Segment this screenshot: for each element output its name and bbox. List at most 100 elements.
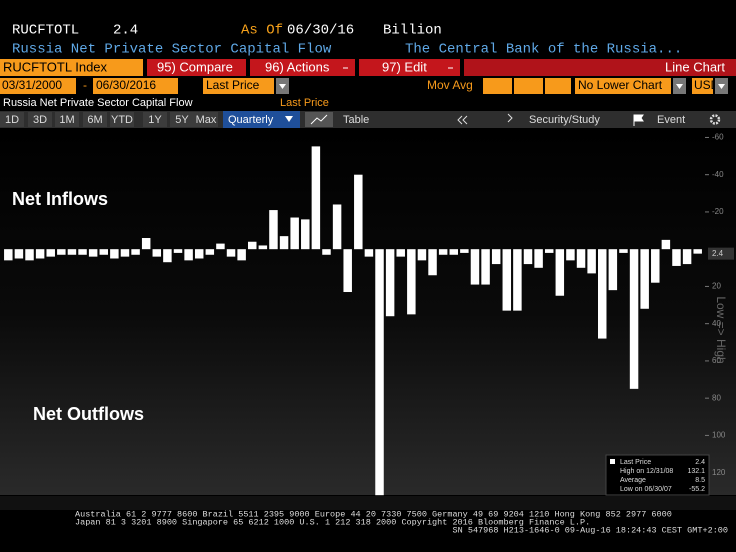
bar (237, 249, 246, 261)
actions-button[interactable] (250, 59, 355, 76)
frequency: Quarterly (228, 114, 274, 126)
bar (141, 238, 151, 250)
period-button[interactable] (28, 112, 52, 127)
compare-button[interactable] (147, 59, 246, 76)
bar (534, 249, 543, 268)
bar (672, 249, 681, 266)
legend-value: 132.1 (687, 468, 705, 475)
legend-label: Last Price (620, 459, 651, 466)
period-button[interactable] (0, 112, 24, 127)
period-button[interactable] (170, 112, 194, 127)
start-date-box[interactable] (0, 78, 76, 94)
security: RUCFTOTL Index (3, 59, 108, 74)
bar (205, 249, 215, 255)
frequency-box[interactable] (223, 111, 300, 128)
period-label: 5Y (175, 114, 189, 126)
period-label: Max (196, 114, 217, 126)
scroll-back[interactable] (457, 115, 468, 125)
bar (587, 249, 596, 274)
bar (481, 249, 490, 285)
bar (428, 249, 437, 276)
bar (640, 249, 649, 309)
bar (35, 249, 45, 259)
study-button[interactable]: Security/Study (529, 114, 600, 126)
period-label: 1M (59, 114, 74, 126)
y-tick-label: 80 (712, 393, 721, 402)
footer-line: SN 547968 H213-1646-0 09-Aug-16 18:24:43… (453, 525, 728, 535)
bar (194, 249, 204, 259)
lower-chart-box[interactable] (575, 78, 671, 94)
y-tick-label: 40 (712, 319, 721, 328)
bar (513, 249, 522, 311)
y-tick-label: 120 (712, 468, 726, 477)
period-label: 1Y (148, 114, 162, 126)
bar (4, 249, 13, 261)
bar (110, 249, 119, 259)
start-date: 03/31/2000 (2, 78, 62, 92)
end-date-box[interactable] (93, 78, 178, 94)
chart-type: Line Chart (665, 59, 725, 74)
input-box[interactable] (483, 78, 512, 94)
bar (566, 249, 575, 261)
bar (438, 249, 448, 255)
bar (608, 249, 618, 291)
dropdown-arrow (279, 84, 286, 89)
bar (226, 249, 236, 257)
input-box[interactable] (514, 78, 543, 94)
settings-icon[interactable] (709, 114, 721, 125)
y-tick-label: 60 (712, 356, 721, 365)
y-tick-label: -60 (712, 133, 724, 142)
bar (449, 249, 458, 255)
edit-button[interactable] (359, 59, 460, 76)
bar (67, 249, 77, 255)
legend-value: 8.5 (695, 477, 705, 484)
bar (173, 249, 183, 253)
bar (661, 239, 671, 250)
security-box[interactable] (0, 59, 143, 76)
footer-line: Japan 81 3 3201 8900 Singapore 65 6212 1… (75, 517, 590, 527)
last-value-label: 2.4 (712, 249, 724, 258)
period-button[interactable] (194, 112, 218, 127)
bar (682, 249, 692, 265)
source: The Central Bank of the Russia... (405, 42, 682, 58)
bar (629, 249, 639, 389)
period-button[interactable] (143, 112, 167, 127)
chart-icon (310, 114, 328, 125)
bar (491, 249, 501, 265)
bar (120, 249, 130, 257)
table-button[interactable]: Table (343, 114, 369, 126)
bar (152, 249, 162, 257)
period-label: 1D (5, 114, 19, 126)
period-button[interactable] (55, 112, 79, 127)
bar (343, 249, 352, 293)
field-box[interactable] (203, 78, 274, 94)
bar (290, 217, 299, 250)
event-button[interactable]: Event (657, 114, 685, 126)
bar (311, 146, 321, 250)
bar (598, 249, 607, 339)
legend-value: -55.2 (689, 486, 705, 493)
end-date: 06/30/2016 (96, 78, 156, 92)
bar (248, 241, 257, 250)
legend-label: Low on 06/30/07 (620, 486, 672, 493)
dropdown-arrow (718, 84, 725, 89)
bar (396, 249, 405, 257)
period-label: 3D (33, 114, 47, 126)
period-button[interactable] (110, 112, 134, 127)
period-button[interactable] (83, 112, 107, 127)
y-tick-label: -40 (712, 170, 724, 179)
annotation: Net Outflows (33, 404, 144, 424)
mov-avg-label: Mov Avg (427, 78, 473, 92)
input-box[interactable] (545, 78, 571, 94)
y-tick-label: 100 (712, 431, 726, 440)
bar (99, 249, 108, 255)
currency-box[interactable] (692, 78, 713, 94)
dropdown-arrow (285, 116, 293, 122)
bar (46, 249, 55, 257)
bar (57, 249, 66, 255)
as-of-date: 06/30/16 (287, 23, 354, 39)
legend-value: 2.4 (695, 459, 705, 466)
period-label: 6M (87, 114, 102, 126)
field-label: Last Price (280, 97, 329, 109)
